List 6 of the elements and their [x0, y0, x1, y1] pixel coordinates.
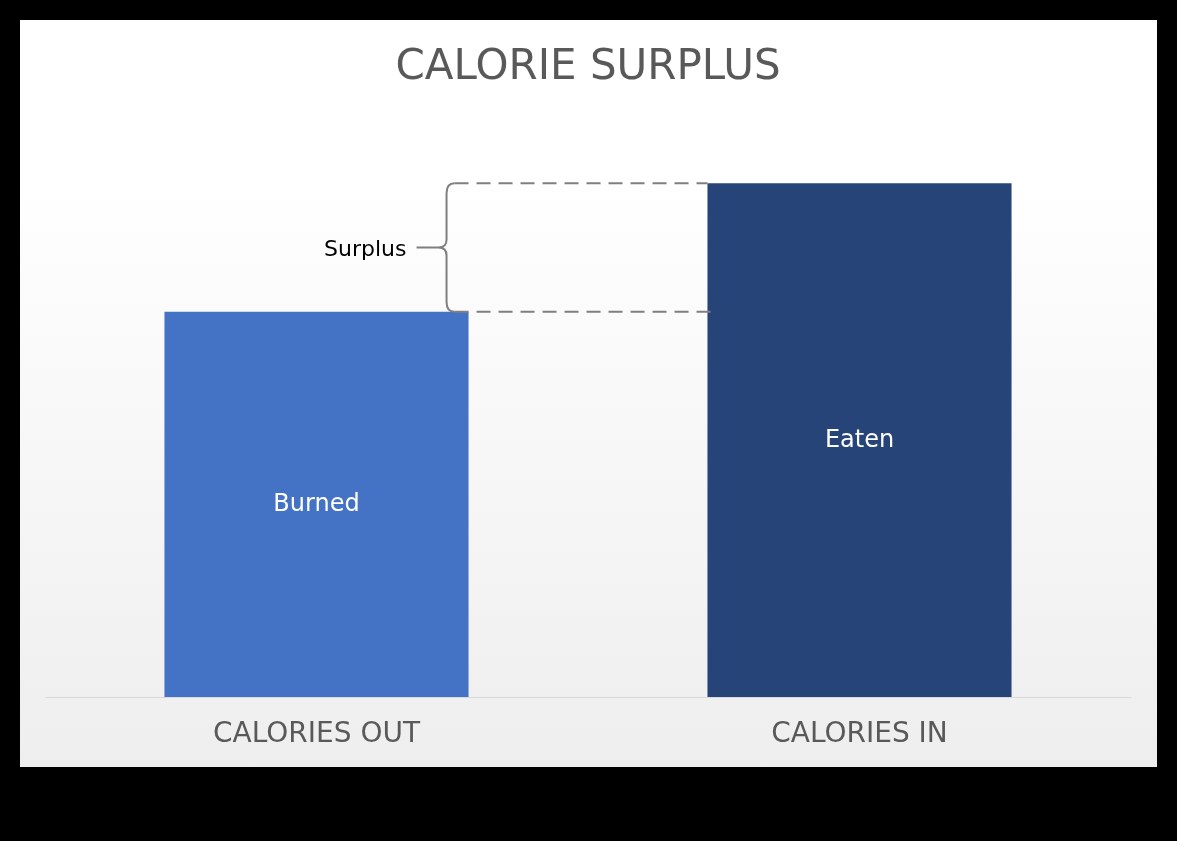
annotation: Surplus	[324, 235, 407, 261]
x-tick-label: CALORIES OUT	[212, 715, 421, 749]
annotation: Eaten	[824, 425, 895, 454]
chart-title: CALORIE SURPLUS	[395, 40, 781, 89]
x-tick-label: CALORIES IN	[771, 715, 948, 749]
annotation: Burned	[273, 489, 360, 518]
